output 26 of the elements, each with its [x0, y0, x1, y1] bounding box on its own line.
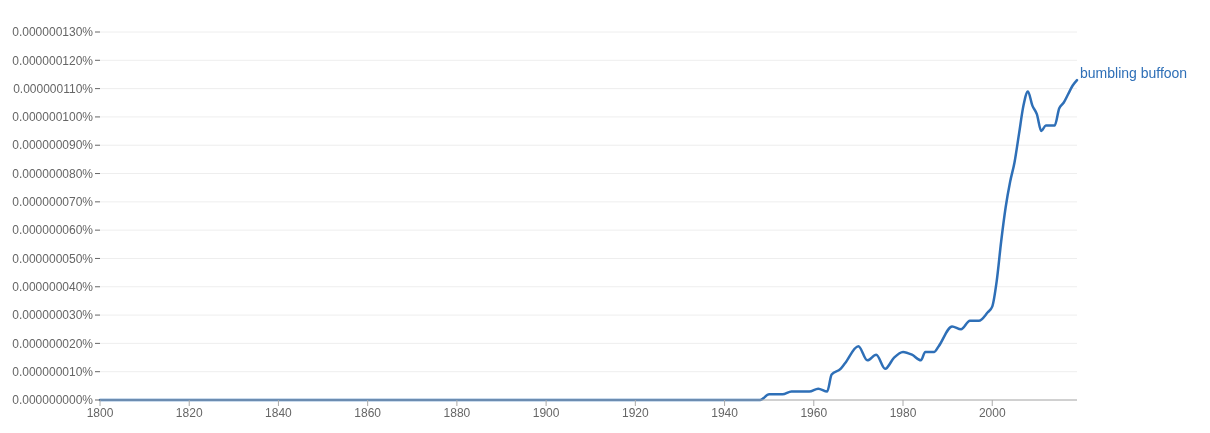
- x-tick-label: 1920: [621, 405, 650, 420]
- y-tick-label: 0.000000040%: [12, 280, 94, 295]
- y-tick-label: 0.000000070%: [12, 195, 94, 210]
- x-tick-label: 1960: [800, 405, 828, 420]
- y-tick-label: 0.000000010%: [12, 364, 94, 379]
- x-tick-label: 1880: [443, 405, 471, 420]
- y-tick-label: 0.000000060%: [12, 223, 94, 238]
- x-tick-label: 1820: [175, 405, 203, 420]
- y-tick-label: 0.000000110%: [13, 81, 94, 96]
- y-tick-label: 0.000000020%: [12, 336, 94, 351]
- y-tick-label: 0.000000120%: [12, 53, 94, 68]
- y-tick-label: 0.000000130%: [12, 25, 94, 40]
- x-tick-label: 1980: [889, 405, 917, 420]
- y-tick-label: 0.000000050%: [12, 251, 94, 266]
- y-tick-label: 0.000000030%: [12, 308, 94, 323]
- y-tick-label: 0.000000090%: [12, 138, 94, 153]
- series-label: bumbling buffoon: [1080, 65, 1188, 82]
- x-tick-label: 1900: [532, 405, 560, 420]
- y-tick-label: 0.000000000%: [12, 393, 94, 408]
- x-tick-label: 1800: [86, 405, 114, 420]
- y-tick-label: 0.000000100%: [12, 110, 94, 125]
- x-tick-label: 1860: [354, 405, 382, 420]
- y-tick-label: 0.000000080%: [12, 166, 94, 181]
- x-tick-label: 2000: [978, 405, 1006, 420]
- x-tick-label: 1940: [711, 405, 739, 420]
- x-tick-label: 1840: [265, 405, 293, 420]
